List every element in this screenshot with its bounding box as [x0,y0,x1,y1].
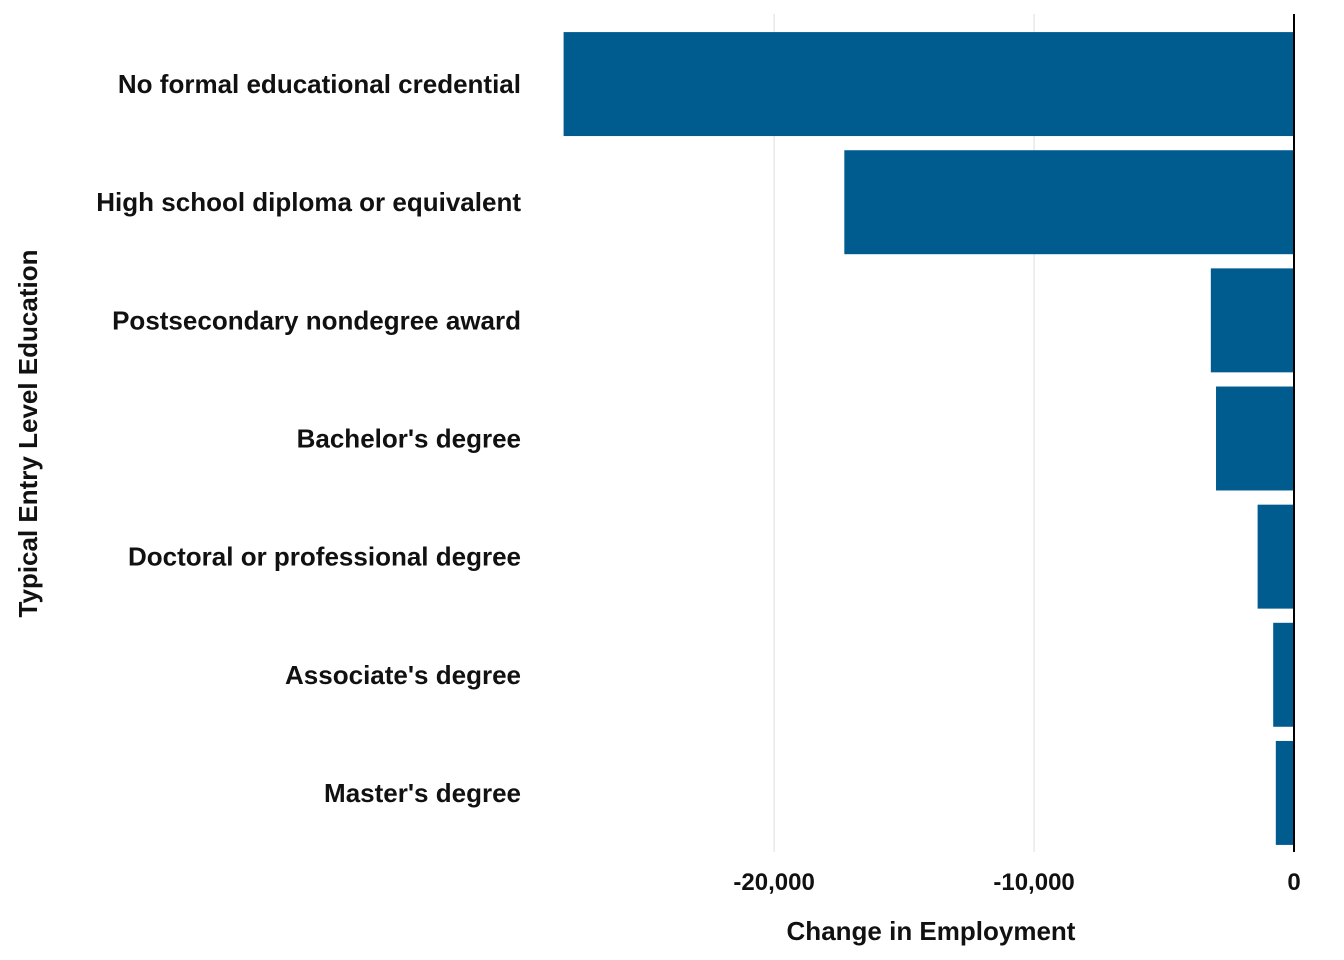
category-label-3: Bachelor's degree [297,424,521,454]
x-tick-label-0: -20,000 [733,869,814,896]
bars [563,32,1294,845]
bar-2 [1210,268,1294,373]
gridlines [773,14,1035,852]
category-label-1: High school diploma or equivalent [96,187,521,217]
bar-0 [563,32,1294,137]
x-axis-title: Change in Employment [787,916,1076,946]
x-tick-label-2: 0 [1287,869,1300,896]
category-labels: No formal educational credential High sch… [96,69,521,808]
bar-5 [1273,622,1294,727]
x-tick-label-1: -10,000 [993,869,1074,896]
category-label-2: Postsecondary nondegree award [112,305,521,335]
category-label-0: No formal educational credential [118,69,521,99]
bar-3 [1216,386,1294,491]
bar-6 [1275,740,1294,845]
y-axis-title: Typical Entry Level Education [13,250,43,618]
category-label-5: Associate's degree [285,660,521,690]
category-label-6: Master's degree [324,778,521,808]
bar-4 [1257,504,1294,609]
category-label-4: Doctoral or professional degree [128,542,521,572]
x-tick-labels: -20,000 -10,000 0 [733,869,1300,896]
bar-1 [844,150,1294,255]
